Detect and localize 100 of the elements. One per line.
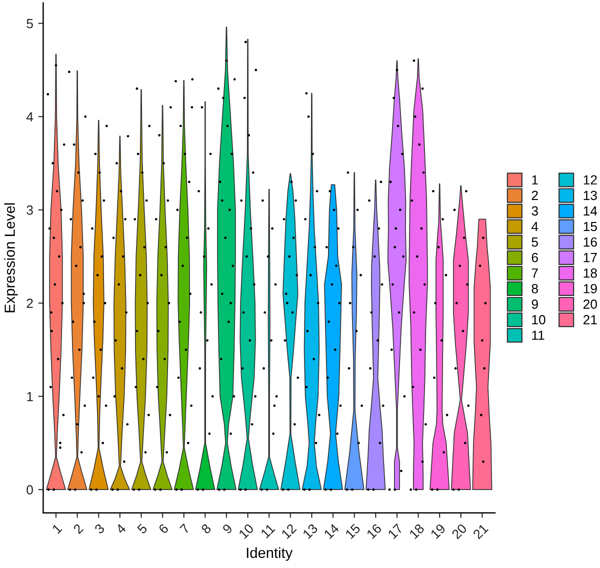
point xyxy=(220,358,222,360)
point xyxy=(122,255,124,258)
point xyxy=(330,488,332,491)
point xyxy=(296,376,300,379)
point xyxy=(184,152,186,156)
point xyxy=(293,423,296,426)
point xyxy=(357,442,360,444)
x-axis-title: Identity xyxy=(246,547,293,561)
point xyxy=(175,488,178,491)
point xyxy=(394,227,398,230)
point xyxy=(304,218,307,220)
point xyxy=(453,208,456,212)
point xyxy=(211,395,214,398)
point xyxy=(72,143,76,146)
point xyxy=(232,395,236,398)
point xyxy=(114,339,117,342)
point xyxy=(52,236,56,240)
point xyxy=(338,302,341,304)
point xyxy=(422,171,425,174)
point xyxy=(339,404,342,407)
point xyxy=(104,404,108,407)
point xyxy=(223,488,226,491)
x-tick-label: 19 xyxy=(430,523,446,540)
x-tick-label: 16 xyxy=(366,523,382,540)
point xyxy=(316,190,318,192)
point xyxy=(380,180,382,184)
y-tick-label: 5 xyxy=(26,19,33,28)
point xyxy=(239,488,242,491)
point xyxy=(98,171,101,174)
legend-label: 18 xyxy=(584,268,597,278)
legend-label: 15 xyxy=(584,222,597,232)
point xyxy=(290,180,293,184)
point xyxy=(240,199,243,202)
point xyxy=(284,339,286,342)
point xyxy=(188,180,190,184)
point xyxy=(225,59,228,62)
point xyxy=(312,358,316,360)
point xyxy=(186,236,188,240)
y-tick-label: 1 xyxy=(27,392,33,402)
point xyxy=(202,255,206,258)
legend-label: 9 xyxy=(532,300,538,309)
point xyxy=(398,311,400,314)
point xyxy=(190,404,193,407)
point xyxy=(272,432,275,435)
point xyxy=(462,236,466,240)
point xyxy=(244,40,247,44)
legend-label: 2 xyxy=(532,190,538,200)
point xyxy=(394,488,396,491)
point xyxy=(200,311,202,314)
legend-label: 14 xyxy=(584,206,598,216)
point xyxy=(68,488,72,491)
point xyxy=(146,302,149,304)
x-tick-label: 21 xyxy=(472,523,489,540)
point xyxy=(61,302,64,304)
point xyxy=(423,283,426,286)
point xyxy=(186,442,190,444)
point xyxy=(369,367,372,370)
point xyxy=(328,190,332,192)
x-tick-label: 1 xyxy=(52,523,62,534)
point xyxy=(288,255,291,258)
point xyxy=(480,414,482,416)
point xyxy=(254,68,258,72)
point xyxy=(452,488,455,491)
point xyxy=(191,78,194,81)
x-tick-label: 6 xyxy=(158,523,169,534)
point xyxy=(444,274,448,276)
point xyxy=(292,236,295,240)
point xyxy=(217,87,220,90)
point xyxy=(430,488,434,491)
point xyxy=(248,339,252,342)
x-tick-label: 5 xyxy=(136,523,148,534)
point xyxy=(97,395,100,398)
point xyxy=(324,488,327,491)
point xyxy=(432,190,434,192)
legend-label: 20 xyxy=(583,300,597,309)
legend-label: 5 xyxy=(532,237,538,247)
point xyxy=(307,115,310,118)
point xyxy=(455,302,458,304)
legend-label: 16 xyxy=(584,237,597,247)
y-axis-title: Expression Level xyxy=(4,203,18,312)
point xyxy=(228,208,231,212)
point xyxy=(68,70,70,74)
point xyxy=(163,358,166,360)
point xyxy=(394,246,396,248)
point xyxy=(79,246,82,248)
x-tick-label: 10 xyxy=(238,523,254,540)
point xyxy=(418,143,421,146)
x-tick-label: 4 xyxy=(115,523,126,534)
point xyxy=(56,358,60,360)
point xyxy=(332,208,336,212)
x-tick-label: 11 xyxy=(260,523,276,538)
point xyxy=(208,432,211,435)
point xyxy=(296,274,298,276)
x-tick-label: 7 xyxy=(179,523,190,534)
point xyxy=(414,488,418,491)
point xyxy=(421,460,424,463)
point xyxy=(260,488,263,491)
point xyxy=(434,302,437,304)
y-tick-label: 0 xyxy=(26,485,33,495)
point xyxy=(252,283,256,286)
